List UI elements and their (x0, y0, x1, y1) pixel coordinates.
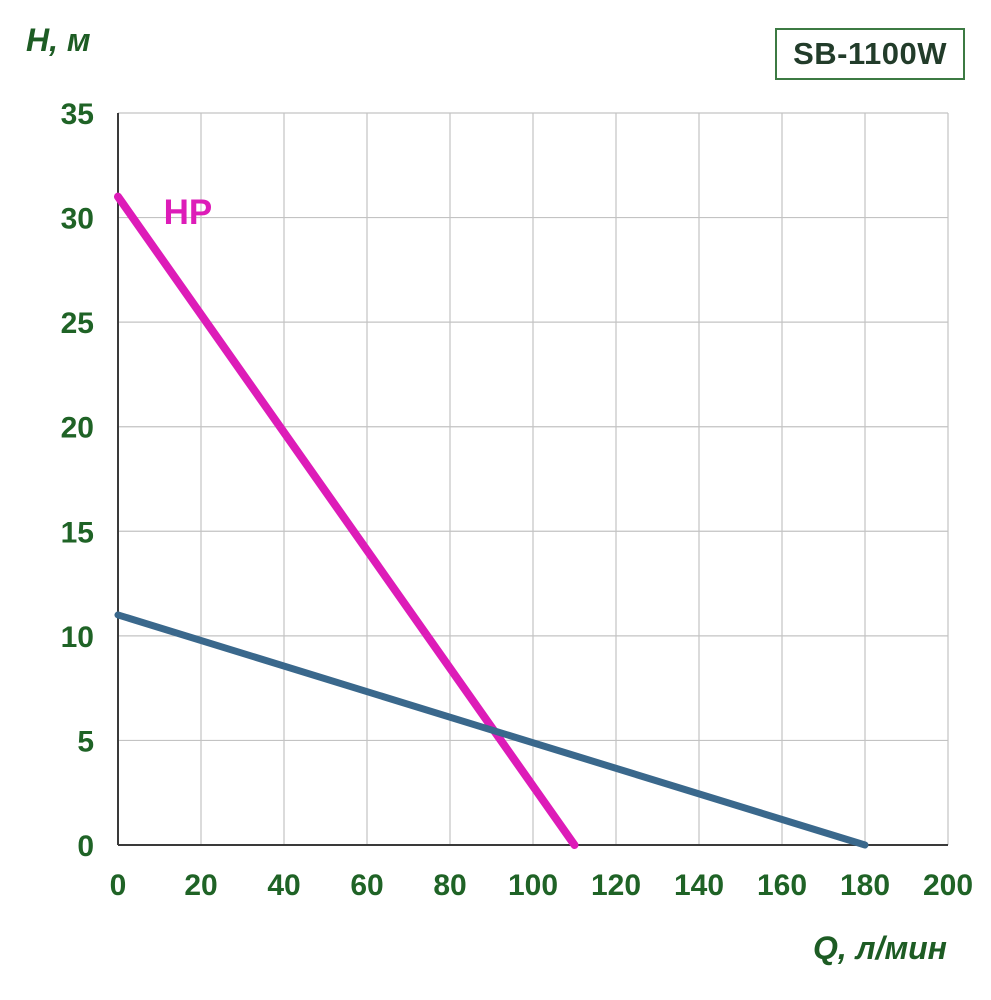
x-tick-label: 60 (350, 869, 383, 902)
x-tick-label: 180 (840, 869, 890, 902)
x-tick-label: 0 (110, 869, 127, 902)
x-tick-label: 160 (757, 869, 807, 902)
model-badge: SB-1100W (775, 28, 965, 80)
y-tick-label: 0 (77, 830, 94, 863)
y-tick-label: 5 (77, 725, 94, 758)
x-tick-label: 40 (267, 869, 300, 902)
series-line-HP (114, 192, 579, 849)
y-tick-label: 20 (61, 412, 94, 445)
x-tick-label: 200 (923, 869, 973, 902)
y-tick-label: 35 (61, 98, 94, 131)
y-tick-label: 15 (61, 516, 94, 549)
x-tick-label: 20 (184, 869, 217, 902)
series-label-HP: HP (164, 193, 213, 232)
series-line-pump-flow-curve (114, 611, 869, 849)
x-axis-title: Q, л/мин (812, 930, 947, 966)
x-tick-label: 120 (591, 869, 641, 902)
y-tick-label: 10 (61, 621, 94, 654)
y-tick-label: 30 (61, 203, 94, 236)
x-tick-label: 100 (508, 869, 558, 902)
x-tick-label: 140 (674, 869, 724, 902)
y-axis-title: H, м (26, 22, 91, 58)
x-tick-label: 80 (433, 869, 466, 902)
y-tick-label: 25 (61, 307, 94, 340)
